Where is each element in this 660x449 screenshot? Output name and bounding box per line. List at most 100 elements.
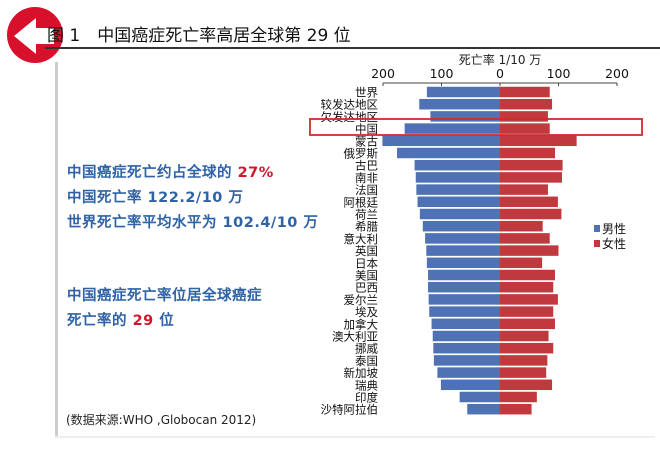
bar-male (425, 233, 500, 244)
bar-male (431, 318, 500, 330)
category-label: 英国 (355, 244, 378, 258)
bar-female (500, 184, 548, 195)
bar-female (500, 342, 554, 354)
bar-female (500, 147, 555, 159)
figure-title: 图 1 中国癌症死亡率高居全球第 29 位 (47, 26, 351, 46)
category-label: 加拿大 (344, 317, 379, 331)
bar-male (416, 184, 500, 195)
bar-male (429, 306, 500, 317)
note-rank-text: 死亡率的 (67, 313, 133, 329)
bar-male (428, 294, 500, 305)
note-share: 中国癌症死亡约占全球的 27% (67, 161, 274, 182)
x-tick-label: 0 (496, 66, 504, 81)
bar-female (500, 233, 550, 244)
category-label: 泰国 (355, 354, 378, 368)
category-label: 南非 (355, 171, 378, 185)
bar-female (500, 98, 553, 110)
bar-male (432, 330, 500, 342)
note-rank-line2: 死亡率的 29 位 (67, 309, 174, 330)
category-label: 澳大利亚 (332, 330, 378, 344)
bar-female (500, 403, 532, 415)
bar-male (433, 355, 500, 366)
bar-female (500, 172, 563, 183)
category-label: 新加坡 (344, 366, 379, 380)
bar-male (404, 123, 500, 134)
legend-swatch (594, 225, 600, 232)
bar-female (500, 135, 577, 147)
bar-male (414, 159, 500, 171)
x-tick-label: 200 (605, 66, 629, 81)
bar-male (433, 342, 500, 354)
bar-male (419, 208, 500, 220)
bar-male (428, 269, 500, 281)
category-label: 爱尔兰 (344, 293, 379, 307)
category-label: 印度 (355, 391, 378, 405)
category-label: 巴西 (355, 281, 378, 295)
bar-female (500, 281, 554, 293)
bar-female (500, 330, 549, 342)
bar-male (422, 220, 500, 232)
china-highlight-box (309, 118, 643, 136)
category-label: 蒙古 (355, 134, 378, 148)
legend-label: 女性 (602, 236, 626, 251)
bar-female (500, 245, 559, 256)
bar-female (500, 379, 553, 391)
bar-female (500, 367, 547, 378)
bar-male (428, 281, 500, 293)
bar-male (426, 86, 500, 98)
bar-male (417, 196, 500, 208)
bar-male (415, 172, 500, 183)
category-label: 法国 (355, 183, 378, 197)
note-share-text: 中国癌症死亡约占全球的 (67, 165, 238, 181)
category-label: 沙特阿拉伯 (321, 403, 379, 417)
legend-label: 男性 (602, 222, 626, 236)
bar-female (500, 111, 548, 122)
panel-border (55, 62, 58, 438)
note-china-rate: 中国死亡率 122.2/10 万 (67, 190, 244, 206)
category-label: 欠发达地区 (321, 110, 379, 124)
x-tick-label: 200 (371, 66, 395, 81)
bar-female (500, 123, 550, 134)
category-label: 荷兰 (355, 208, 378, 222)
note-rank-line1: 中国癌症死亡率位居全球癌症 (67, 288, 262, 304)
bar-male (430, 111, 500, 122)
bar-female (500, 159, 563, 171)
x-tick-label: 100 (547, 66, 571, 81)
panel-border-bottom (55, 436, 655, 438)
category-label: 埃及 (355, 305, 378, 319)
bar-female (500, 86, 550, 98)
category-label: 古巴 (355, 159, 378, 173)
data-source: (数据来源:WHO ,Globocan 2012) (66, 413, 257, 427)
bar-male (467, 403, 500, 415)
legend-swatch (594, 240, 600, 247)
category-label: 较发达地区 (321, 98, 379, 112)
category-label: 阿根廷 (344, 195, 379, 209)
bar-male (382, 135, 500, 147)
category-label: 希腊 (355, 220, 378, 234)
bar-male (426, 257, 500, 269)
bar-male (437, 367, 500, 378)
note-rank-suffix: 位 (153, 313, 175, 329)
bar-female (500, 220, 543, 232)
bar-male (440, 379, 500, 391)
bar-female (500, 391, 537, 403)
bar-male (426, 245, 500, 256)
category-label: 俄罗斯 (344, 147, 379, 161)
category-label: 世界 (355, 86, 378, 100)
bar-female (500, 269, 555, 281)
bar-male (419, 98, 500, 110)
title-divider (45, 47, 660, 49)
axis-title: 死亡率 1/10 万 (459, 52, 542, 67)
logo-arrow-icon (7, 7, 63, 63)
note-world-rate: 世界死亡率平均水平为 102.4/10 万 (67, 215, 319, 231)
bar-female (500, 294, 558, 305)
bar-female (500, 257, 543, 269)
note-share-value: 27% (237, 165, 274, 181)
note-rank-value: 29 (132, 313, 154, 329)
category-label: 中国 (355, 122, 378, 136)
bar-female (500, 306, 554, 317)
category-label: 日本 (355, 256, 378, 270)
category-label: 挪威 (355, 342, 378, 356)
